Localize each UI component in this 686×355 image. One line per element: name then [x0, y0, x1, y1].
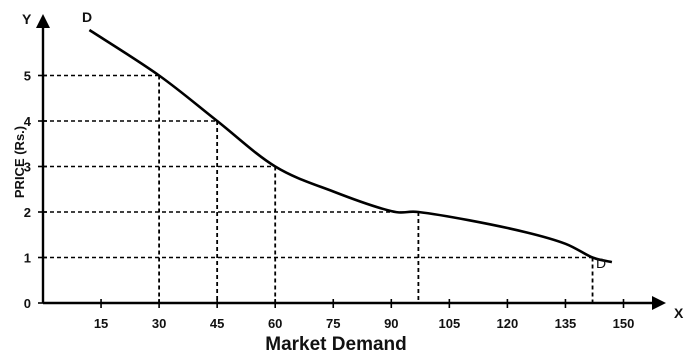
x-tick-label: 75 — [326, 316, 340, 331]
x-tick-label: 30 — [152, 316, 166, 331]
x-axis-letter: X — [674, 305, 684, 321]
curve-label-start: D — [82, 9, 92, 25]
dashed-guides — [43, 74, 594, 303]
x-tick-label: 135 — [555, 316, 577, 331]
curve-label-end: D — [596, 255, 606, 271]
x-tick-label: 90 — [384, 316, 398, 331]
x-axis-title: Market Demand — [265, 334, 407, 355]
y-tick-label: 1 — [24, 251, 31, 266]
x-tick-label: 150 — [613, 316, 635, 331]
y-tick-label: 3 — [24, 160, 31, 175]
x-tick-label: 60 — [268, 316, 282, 331]
y-tick-label: 5 — [24, 69, 31, 84]
demand-curve — [88, 28, 613, 264]
x-tick-label: 105 — [438, 316, 460, 331]
x-tick-label: 120 — [497, 316, 519, 331]
y-tick-label: 4 — [24, 114, 32, 129]
y-tick-label: 2 — [24, 205, 31, 220]
y-tick-label: 0 — [24, 296, 31, 311]
x-axis-arrow — [652, 296, 666, 310]
x-tick-label: 45 — [210, 316, 224, 331]
x-tick-label: 15 — [94, 316, 108, 331]
y-axis-title: PRICE (Rs.) — [12, 126, 27, 198]
y-axis-arrow — [36, 14, 50, 28]
y-axis-letter: Y — [22, 11, 32, 27]
axes — [36, 14, 666, 310]
